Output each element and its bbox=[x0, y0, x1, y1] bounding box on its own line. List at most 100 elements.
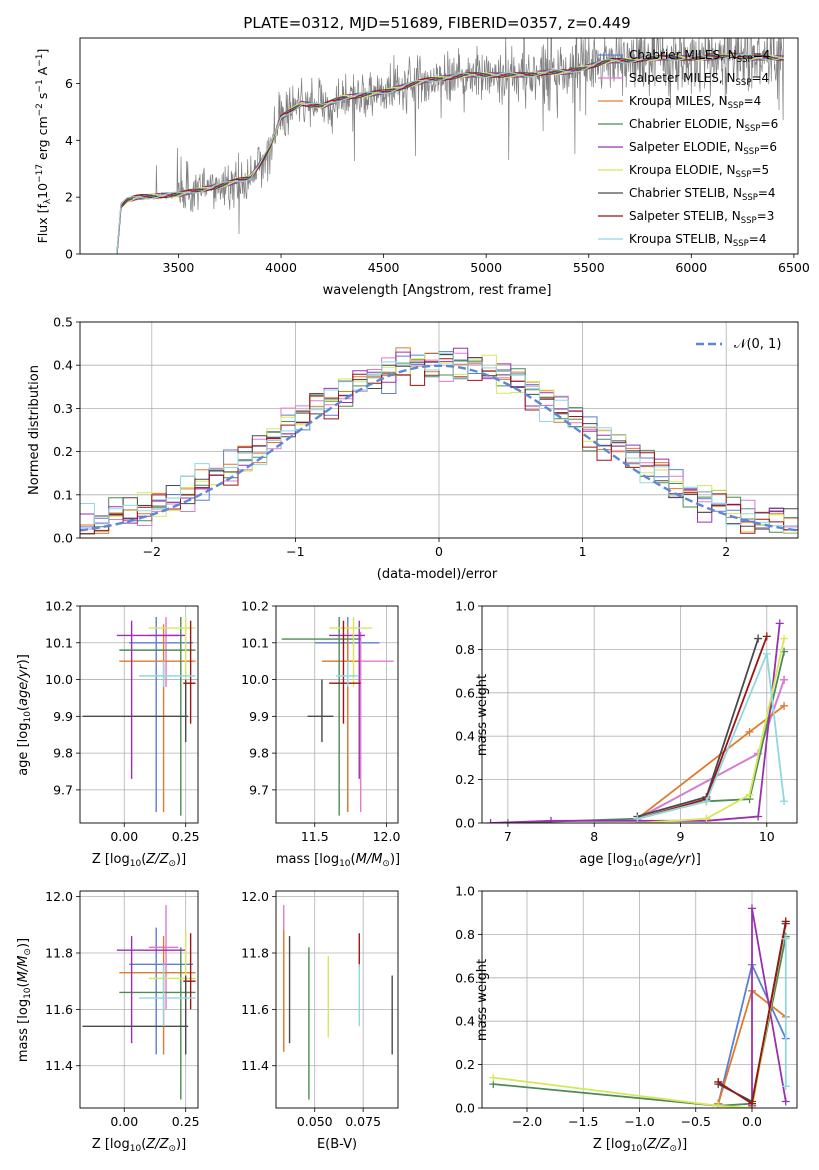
x-tick-label: −1.5 bbox=[568, 1114, 598, 1129]
series-marker bbox=[714, 1077, 723, 1086]
x-tick-label: 5500 bbox=[573, 260, 605, 275]
y-tick-label: 0.2 bbox=[53, 444, 73, 459]
y-tick-label: 0.1 bbox=[53, 487, 73, 502]
gaussian-curve bbox=[80, 364, 798, 532]
y-tick-label: 10.2 bbox=[241, 599, 269, 614]
y-tick-label: 12.0 bbox=[241, 889, 269, 904]
x-tick-label: 12.0 bbox=[373, 829, 401, 844]
y-tick-label: 0.6 bbox=[455, 685, 475, 700]
plot-area-mass_weight_vs_Z bbox=[489, 904, 790, 1108]
y-tick-label: 11.4 bbox=[45, 1058, 73, 1073]
y-tick-label: 0.5 bbox=[53, 315, 73, 330]
y-tick-label: 12.0 bbox=[45, 889, 73, 904]
series-marker bbox=[754, 634, 763, 643]
plot-area-mass_weight_vs_age bbox=[486, 619, 789, 823]
x-tick-label: 0.0 bbox=[742, 1114, 762, 1129]
x-axis-label: (data-model)/error bbox=[377, 567, 498, 582]
axes-frame-age_vs_mass bbox=[275, 605, 399, 824]
x-tick-label: 0 bbox=[435, 544, 443, 559]
y-tick-label: 1.0 bbox=[455, 599, 475, 614]
y-tick-label: 0.4 bbox=[53, 358, 73, 373]
y-tick-label: 6 bbox=[65, 76, 73, 91]
y-tick-label: 4 bbox=[65, 133, 73, 148]
x-tick-label: 4000 bbox=[265, 260, 297, 275]
plot-area-age_vs_Z bbox=[82, 617, 196, 816]
x-tick-label: 7 bbox=[504, 829, 512, 844]
legend-entry: Chabrier ELODIE, NSSP=6 bbox=[629, 117, 778, 134]
x-tick-label: 0.25 bbox=[172, 829, 200, 844]
y-tick-label: 9.9 bbox=[53, 709, 73, 724]
y-tick-label: 11.6 bbox=[45, 1002, 73, 1017]
x-tick-label: 0.00 bbox=[110, 829, 138, 844]
legend-entry: Salpeter ELODIE, NSSP=6 bbox=[629, 140, 777, 157]
series-marker bbox=[702, 814, 711, 823]
y-tick-label: 10.0 bbox=[241, 672, 269, 687]
series-marker bbox=[745, 790, 754, 799]
axes-frame-mass_weight_vs_age bbox=[481, 605, 798, 824]
axes-frame-spectrum bbox=[79, 37, 799, 255]
plot-area-mass_vs_Z bbox=[82, 905, 196, 1100]
axes-frame-mass_vs_ebv bbox=[275, 890, 399, 1109]
y-tick-label: 0.4 bbox=[455, 1014, 475, 1029]
x-tick-label: −2 bbox=[143, 544, 161, 559]
panel-mass_vs_ebv bbox=[276, 891, 398, 1108]
y-axis-label: mass weight bbox=[475, 674, 490, 756]
x-axis-label: Z [log10(Z/Z⊙)] bbox=[593, 1137, 687, 1154]
spectrum-model-salpeter-stelib bbox=[116, 55, 784, 254]
legend-entry: Chabrier MILES, NSSP=4 bbox=[629, 48, 770, 65]
series-marker bbox=[780, 675, 789, 684]
series-line bbox=[490, 623, 781, 823]
axes-frame-residuals bbox=[79, 321, 799, 539]
series-marker bbox=[781, 934, 790, 943]
series-marker bbox=[714, 1101, 723, 1108]
series-line bbox=[637, 636, 768, 820]
series-marker bbox=[780, 701, 789, 710]
y-tick-label: 0.0 bbox=[53, 531, 73, 546]
plot-area-residuals bbox=[80, 347, 798, 535]
histogram-kroupa-stelib bbox=[80, 352, 798, 527]
x-tick-label: −1 bbox=[286, 544, 304, 559]
legend-entry: Kroupa STELIB, NSSP=4 bbox=[629, 232, 767, 249]
series-line bbox=[637, 653, 785, 820]
series-marker bbox=[503, 819, 512, 823]
x-axis-label: mass [log10(M/M⊙)] bbox=[276, 852, 400, 869]
x-tick-label: −1.0 bbox=[624, 1114, 654, 1129]
x-tick-label: 3500 bbox=[163, 260, 195, 275]
series-marker bbox=[702, 797, 711, 806]
y-tick-label: 10.2 bbox=[45, 599, 73, 614]
legend-entry: Kroupa MILES, NSSP=4 bbox=[629, 94, 761, 111]
legend-entry: 𝒩(0, 1) bbox=[734, 337, 781, 352]
y-tick-label: 11.6 bbox=[241, 1002, 269, 1017]
y-axis-label: Flux [fλ10−17 erg cm−2 s−1 A−1] bbox=[35, 49, 53, 244]
y-tick-label: 0.8 bbox=[455, 927, 475, 942]
y-tick-label: 1.0 bbox=[455, 884, 475, 899]
series-marker bbox=[780, 797, 789, 806]
figure-title: PLATE=0312, MJD=51689, FIBERID=0357, z=0… bbox=[243, 14, 630, 32]
y-tick-label: 11.8 bbox=[45, 946, 73, 961]
x-tick-label: 4500 bbox=[368, 260, 400, 275]
series-line bbox=[637, 638, 760, 818]
plot-area-age_vs_mass bbox=[281, 617, 394, 816]
y-tick-label: 10.1 bbox=[241, 635, 269, 650]
x-axis-label: E(B-V) bbox=[317, 1137, 357, 1152]
x-tick-label: 0.00 bbox=[110, 1114, 138, 1129]
x-tick-label: 9 bbox=[677, 829, 685, 844]
y-tick-label: 0.3 bbox=[53, 401, 73, 416]
y-tick-label: 9.7 bbox=[53, 782, 73, 797]
y-tick-label: 0.4 bbox=[455, 729, 475, 744]
y-tick-label: 0.6 bbox=[455, 970, 475, 985]
y-tick-label: 10.0 bbox=[45, 672, 73, 687]
spectrum-model-salpeter-elodie bbox=[116, 52, 784, 253]
series-marker bbox=[486, 819, 495, 823]
y-axis-label: Normed distribution bbox=[27, 365, 42, 495]
series-marker bbox=[781, 1097, 790, 1106]
plot-area-mass_vs_ebv bbox=[283, 905, 393, 1100]
x-axis-label: Z [log10(Z/Z⊙)] bbox=[92, 852, 186, 869]
y-tick-label: 10.1 bbox=[45, 635, 73, 650]
series-marker bbox=[748, 904, 756, 913]
y-tick-label: 11.8 bbox=[241, 946, 269, 961]
series-marker bbox=[762, 632, 771, 641]
series-marker bbox=[762, 649, 771, 658]
x-tick-label: 2 bbox=[722, 544, 730, 559]
